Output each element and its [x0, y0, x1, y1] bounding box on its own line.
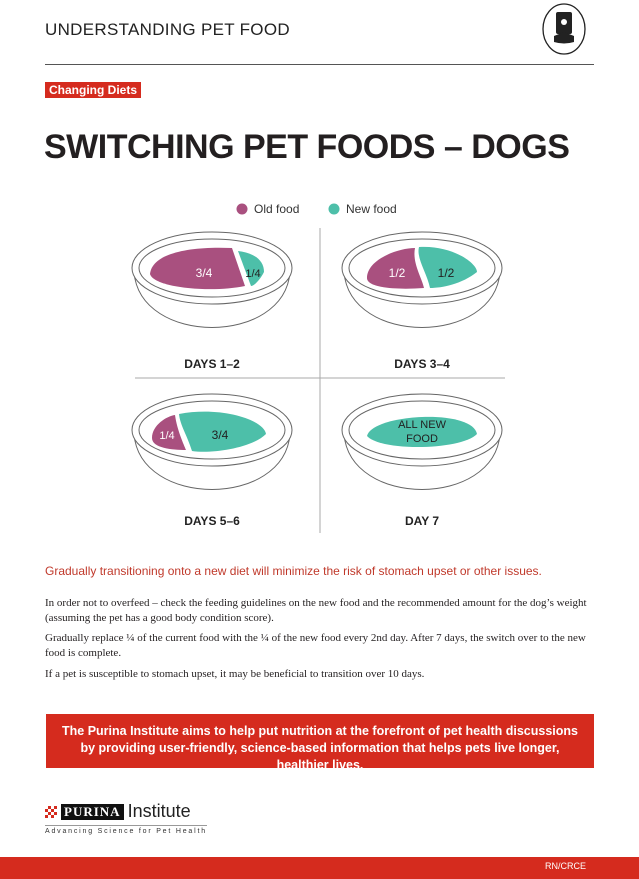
- bowl-day-7: ALL NEW FOOD DAY 7: [341, 393, 503, 528]
- new-food-portion: [238, 251, 264, 286]
- subheading: Gradually transitioning onto a new diet …: [45, 564, 542, 578]
- paragraph: Gradually replace ¼ of the current food …: [45, 632, 586, 659]
- svg-text:1/2: 1/2: [389, 266, 406, 280]
- footer-code: RN/CRCE: [544, 861, 586, 871]
- bowl-label: DAYS 5–6: [184, 514, 240, 528]
- new-food-portion: [418, 246, 477, 288]
- svg-text:3/4: 3/4: [212, 428, 229, 442]
- bowl-label: DAYS 3–4: [394, 357, 450, 371]
- section-tag: Changing Diets: [45, 82, 142, 98]
- purina-institute-logo: PURINA Institute Advancing Science for P…: [45, 801, 207, 835]
- svg-text:FOOD: FOOD: [406, 433, 438, 445]
- new-food-portion: [367, 416, 477, 448]
- bowl-label: DAYS 1–2: [184, 357, 240, 371]
- new-food-portion: [179, 411, 266, 452]
- header-title: UNDERSTANDING PET FOOD: [45, 20, 290, 39]
- paragraph: In order not to overfeed – check the fee…: [45, 597, 587, 624]
- footer-bar: RN/CRCE: [0, 857, 639, 879]
- old-food-swatch: [236, 203, 248, 215]
- bowl-days-3-4: 1/2 1/2 DAYS 3–4: [341, 231, 503, 371]
- paragraph: If a pet is susceptible to stomach upset…: [45, 668, 425, 680]
- bowl-days-1-2: 3/4 1/4 DAYS 1–2: [131, 231, 293, 371]
- old-food-portion: [150, 247, 245, 290]
- svg-text:ALL NEW: ALL NEW: [398, 419, 447, 431]
- svg-text:1/2: 1/2: [438, 266, 455, 280]
- old-food-portion: [152, 415, 186, 450]
- svg-text:1/4: 1/4: [159, 430, 174, 442]
- new-food-swatch: [328, 203, 340, 215]
- bowl-label: DAY 7: [405, 514, 439, 528]
- legend-new: New food: [346, 202, 397, 216]
- mission-banner: The Purina Institute aims to help put nu…: [46, 714, 594, 772]
- header-divider: [45, 64, 594, 65]
- svg-text:3/4: 3/4: [196, 266, 213, 280]
- bowl-days-5-6: 1/4 3/4 DAYS 5–6: [131, 393, 293, 528]
- pet-food-bag-bowl-icon: [542, 3, 586, 55]
- legend-old: Old food: [254, 202, 299, 216]
- svg-text:1/4: 1/4: [245, 268, 260, 280]
- old-food-portion: [367, 248, 424, 289]
- page-title: SWITCHING PET FOODS – DOGS: [44, 128, 570, 166]
- legend: Old food New food: [236, 202, 397, 216]
- transition-diagram: Old food New food 3/4 1/4 DAYS 1–2 1/2 1…: [131, 202, 505, 533]
